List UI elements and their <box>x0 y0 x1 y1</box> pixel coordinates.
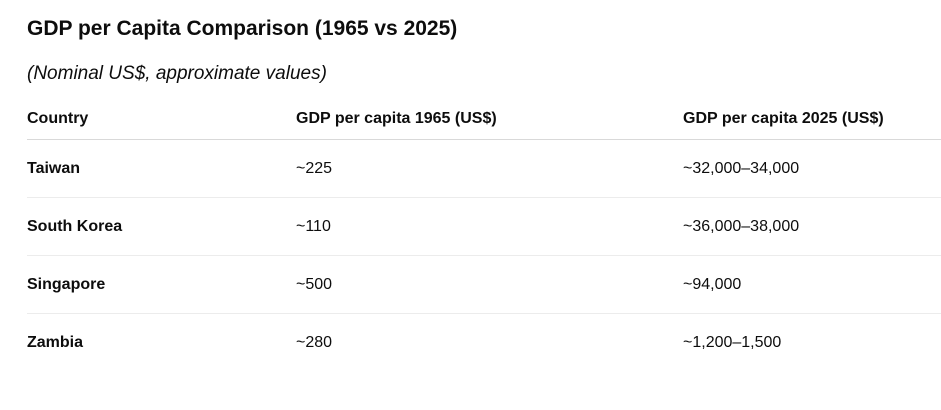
header-country: Country <box>27 98 296 140</box>
cell-gdp-2025: ~1,200–1,500 <box>683 333 782 351</box>
table-row: Zambia ~280 ~1,200–1,500 <box>27 314 941 372</box>
page-subtitle: (Nominal US$, approximate values) <box>27 63 327 84</box>
cell-country: Taiwan <box>27 139 296 198</box>
page-title: GDP per Capita Comparison (1965 vs 2025) <box>27 17 458 40</box>
table-header-row: Country GDP per capita 1965 (US$) GDP pe… <box>27 98 941 140</box>
cell-gdp-1965: ~280 <box>296 333 333 351</box>
cell-gdp-2025: ~32,000–34,000 <box>683 139 941 198</box>
cell-gdp-1965: ~110 <box>296 197 683 256</box>
cell-country: Zambia <box>27 333 84 351</box>
cell-gdp-1965: ~500 <box>296 255 683 314</box>
table-row: Singapore ~500 ~94,000 <box>27 255 941 314</box>
header-gdp-2025: GDP per capita 2025 (US$) <box>683 98 941 140</box>
cell-gdp-1965: ~225 <box>296 139 683 198</box>
cell-gdp-2025: ~94,000 <box>683 255 941 314</box>
table-row: South Korea ~110 ~36,000–38,000 <box>27 197 941 256</box>
header-gdp-1965: GDP per capita 1965 (US$) <box>296 98 683 140</box>
cell-country: South Korea <box>27 197 296 256</box>
table-row: Taiwan ~225 ~32,000–34,000 <box>27 139 941 198</box>
cell-gdp-2025: ~36,000–38,000 <box>683 197 941 256</box>
gdp-comparison-table: Country GDP per capita 1965 (US$) GDP pe… <box>27 98 941 371</box>
cell-country: Singapore <box>27 255 296 314</box>
